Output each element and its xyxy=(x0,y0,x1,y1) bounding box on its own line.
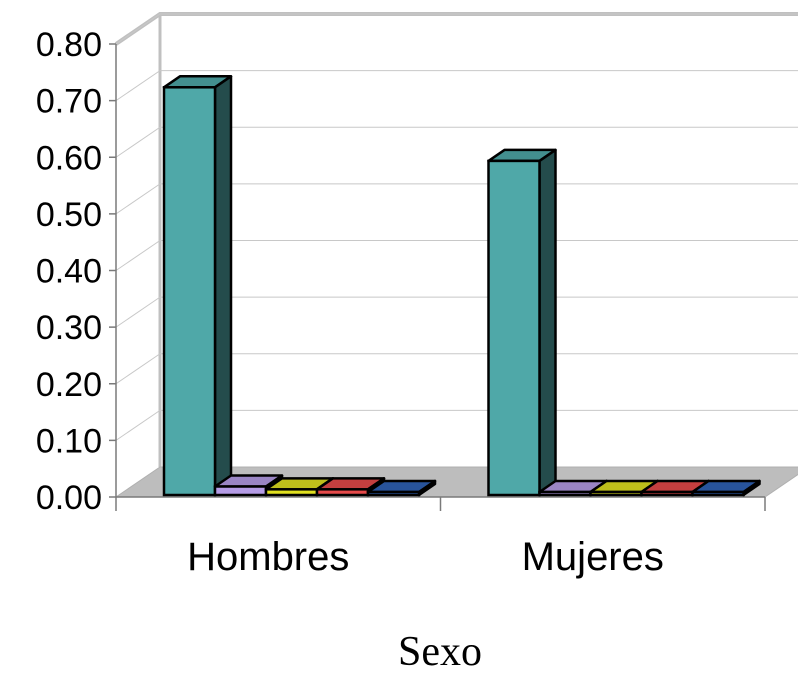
gridline-side xyxy=(115,296,161,328)
y-tick-label: 0.60 xyxy=(36,139,102,177)
y-tick-label: 0.30 xyxy=(36,309,102,347)
gridline-side xyxy=(115,240,161,271)
gridline-side xyxy=(115,353,161,385)
bar xyxy=(691,479,761,497)
y-tick-label: 0.40 xyxy=(36,253,102,291)
bars xyxy=(162,75,761,497)
y-tick-label: 0.70 xyxy=(36,83,102,121)
axes xyxy=(109,43,766,511)
y-tick-label: 0.50 xyxy=(36,196,102,234)
bar-front xyxy=(162,86,217,497)
y-tick-label: 0.00 xyxy=(36,479,102,517)
y-tick-label: 0.80 xyxy=(36,26,102,64)
bar-front xyxy=(487,159,541,497)
gridline-side xyxy=(115,183,161,215)
gridline-side xyxy=(115,70,161,102)
x-category-label: Hombres xyxy=(187,535,349,579)
x-category-labels: Hombres Mujeres xyxy=(187,535,664,579)
bar-front xyxy=(640,490,694,497)
gridline-side xyxy=(115,409,161,441)
bar-front xyxy=(315,488,370,497)
bar-front xyxy=(691,490,745,497)
bar xyxy=(366,479,437,497)
plot-back-edge xyxy=(114,12,798,46)
bar-front xyxy=(589,490,643,497)
bar-side xyxy=(538,148,557,497)
y-tick-labels: 0.00 0.10 0.20 0.30 0.40 0.50 0.60 0.70 0.80 xyxy=(36,26,102,517)
x-category-label: Mujeres xyxy=(522,535,664,579)
bar-front xyxy=(264,488,319,497)
bar-front xyxy=(538,490,592,497)
bar xyxy=(487,148,557,497)
gridline-side xyxy=(115,13,161,45)
y-tick-label: 0.10 xyxy=(36,422,102,460)
bar-front xyxy=(366,490,421,497)
gridline-side xyxy=(115,126,161,158)
bar-front xyxy=(213,485,268,497)
gridlines xyxy=(115,13,798,441)
x-axis-title: Sexo xyxy=(398,629,482,668)
bar xyxy=(162,75,233,497)
bar-side xyxy=(213,75,233,497)
y-tick-label: 0.20 xyxy=(36,366,102,404)
